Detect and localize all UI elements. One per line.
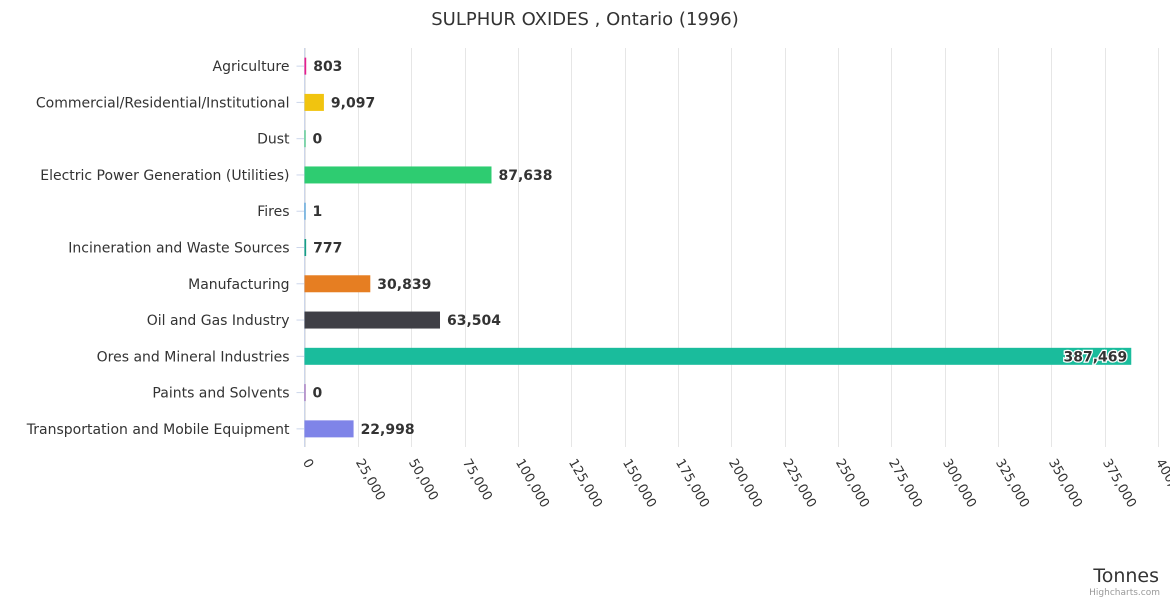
bars <box>304 57 1132 438</box>
bar[interactable] <box>304 347 1132 365</box>
x-tick-label: 175,000 <box>672 457 712 511</box>
data-label: 803 <box>313 59 342 75</box>
category-label: Ores and Mineral Industries <box>97 349 290 365</box>
x-tick-label: 325,000 <box>992 457 1032 511</box>
category-label: Transportation and Mobile Equipment <box>26 422 290 438</box>
x-tick-label: 375,000 <box>1099 457 1139 511</box>
bar[interactable] <box>304 311 441 329</box>
chart-title: SULPHUR OXIDES , Ontario (1996) <box>431 9 739 30</box>
x-tick-label: 250,000 <box>832 457 872 511</box>
x-tick-label: 50,000 <box>405 457 441 504</box>
category-label: Commercial/Residential/Institutional <box>36 95 290 111</box>
category-label: Electric Power Generation (Utilities) <box>40 168 289 184</box>
data-label: 387,469 <box>1063 349 1127 365</box>
value-axis-title: Tonnes <box>1092 565 1159 587</box>
bar[interactable] <box>304 130 306 148</box>
bar[interactable] <box>304 384 306 402</box>
x-tick-label: 25,000 <box>352 457 388 504</box>
x-tick-label: 125,000 <box>565 457 605 511</box>
data-label: 777 <box>313 241 342 257</box>
value-axis-ticks: 0 25,000 50,000 75,000 100,000 125,000 150,000… <box>299 457 1170 511</box>
category-label: Agriculture <box>213 59 290 75</box>
x-tick-label: 200,000 <box>725 457 765 511</box>
category-label: Oil and Gas Industry <box>147 313 290 329</box>
x-tick-label: 150,000 <box>619 457 659 511</box>
x-tick-label: 400,000 <box>1152 457 1170 511</box>
data-label: 1 <box>313 204 323 220</box>
category-label: Paints and Solvents <box>152 386 289 402</box>
x-tick-label: 300,000 <box>939 457 979 511</box>
bar[interactable] <box>304 166 492 184</box>
category-label: Fires <box>257 204 289 220</box>
x-tick-label: 0 <box>299 457 316 472</box>
category-label: Incineration and Waste Sources <box>68 241 289 257</box>
x-tick-label: 225,000 <box>779 457 819 511</box>
bar[interactable] <box>304 420 354 438</box>
bar[interactable] <box>304 93 324 111</box>
category-labels: Agriculture Commercial/Residential/Instit… <box>26 59 305 438</box>
bar[interactable] <box>304 57 307 75</box>
x-tick-label: 275,000 <box>885 457 925 511</box>
bar[interactable] <box>304 275 371 293</box>
category-label: Manufacturing <box>188 277 289 293</box>
x-tick-label: 350,000 <box>1045 457 1085 511</box>
credits[interactable]: Highcharts.com <box>1089 588 1160 598</box>
data-label: 9,097 <box>331 95 375 111</box>
data-label: 0 <box>313 386 323 402</box>
data-label: 30,839 <box>377 277 431 293</box>
grid <box>305 48 1159 447</box>
x-tick-label: 75,000 <box>459 457 495 504</box>
data-labels: 803 9,097 0 87,638 1 777 30,839 63,504 387,469 0 2… <box>313 59 1129 438</box>
category-label: Dust <box>257 132 290 148</box>
data-label: 22,998 <box>361 422 415 438</box>
data-label: 63,504 <box>447 313 501 329</box>
bar[interactable] <box>304 239 307 256</box>
data-label: 0 <box>313 132 323 148</box>
x-tick-label: 100,000 <box>512 457 552 511</box>
bar[interactable] <box>304 202 306 220</box>
data-label: 87,638 <box>498 168 552 184</box>
